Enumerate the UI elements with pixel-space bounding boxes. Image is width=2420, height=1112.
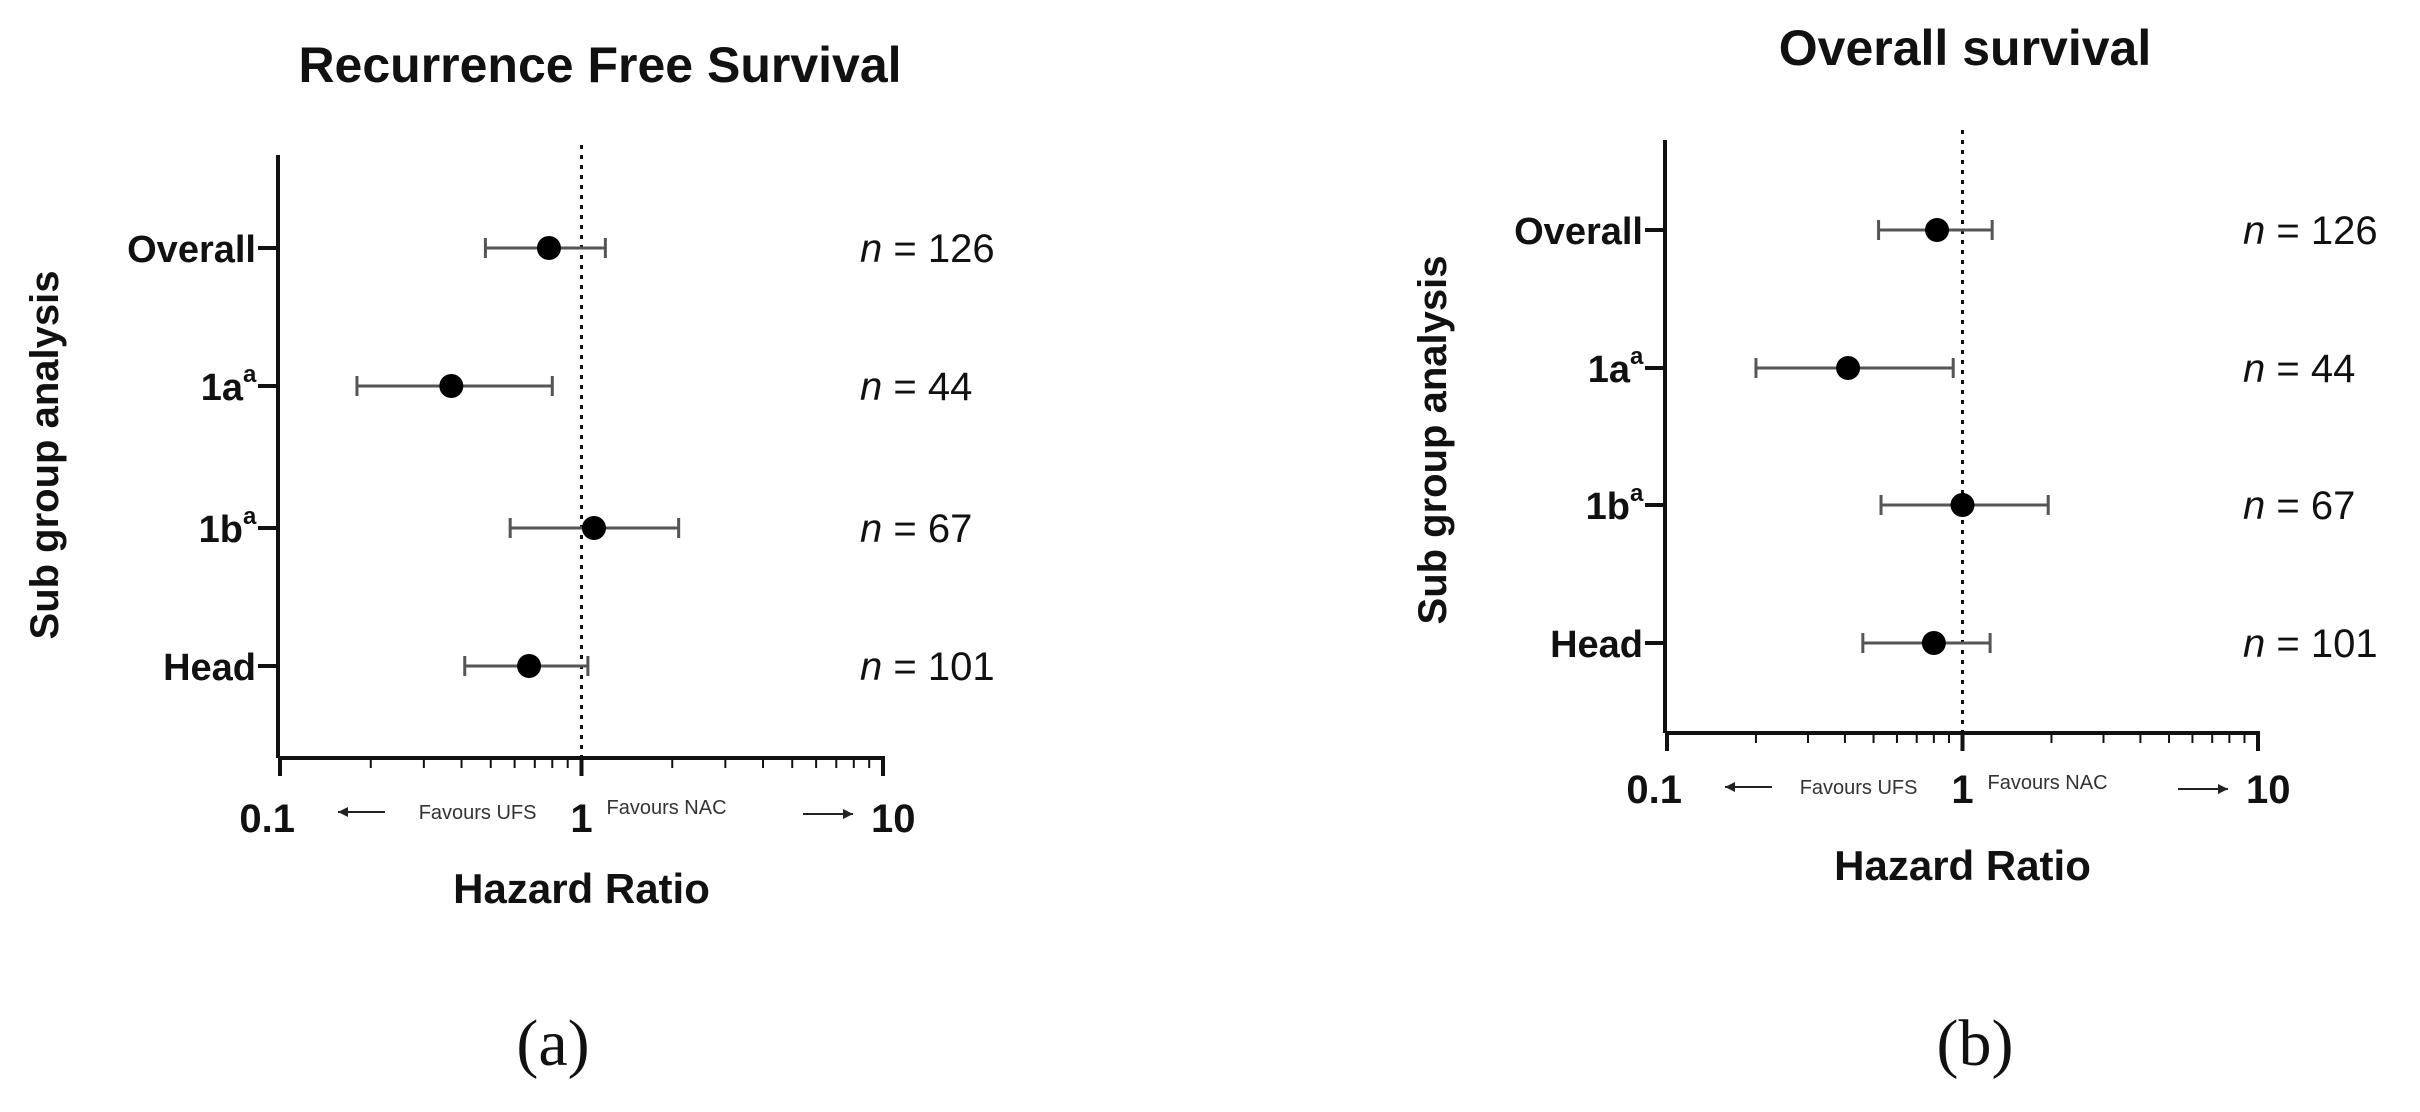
n-symbol: n	[860, 365, 882, 409]
row-n-label: n = 44	[2243, 347, 2355, 391]
hazard-ratio-point	[517, 654, 542, 678]
n-symbol: n	[860, 645, 882, 689]
row-label-superscript: a	[243, 503, 257, 530]
n-equals: =	[882, 365, 928, 409]
row-label: 1b	[199, 509, 243, 551]
panel-label: (a)	[516, 1007, 589, 1080]
os-forest-plot: Overall survival Sub group analysis 0.1 1 10…	[1411, 20, 2378, 1080]
left-arrow-head	[1725, 782, 1735, 792]
forest-row: 1a a n = 44	[1588, 343, 2356, 391]
row-label: Head	[163, 647, 256, 689]
x-tick-label: 10	[871, 797, 916, 841]
right-arrow-head	[843, 809, 853, 819]
row-label: 1a	[1588, 349, 1631, 391]
x-tick-label: 0.1	[1626, 768, 1682, 812]
n-equals: =	[2265, 209, 2311, 253]
row-label-superscript: a	[1630, 480, 1644, 507]
row-label: 1b	[1586, 486, 1630, 528]
rfs-forest-plot: Recurrence Free Survival Sub group analys…	[23, 37, 995, 1080]
row-n-label: n = 126	[2243, 209, 2378, 253]
n-equals: =	[2265, 347, 2311, 391]
chart-title: Recurrence Free Survival	[298, 37, 901, 93]
y-axis-label: Sub group analysis	[23, 271, 67, 640]
n-value: 126	[2311, 209, 2378, 253]
forest-row: 1b a n = 67	[199, 503, 973, 551]
n-value: 126	[928, 227, 995, 271]
x-tick-label: 1	[1951, 768, 1973, 812]
n-equals: =	[882, 227, 928, 271]
n-equals: =	[2265, 484, 2311, 528]
row-label-superscript: a	[243, 361, 257, 388]
row-n-label: n = 101	[860, 645, 995, 689]
forest-row: Head n = 101	[163, 645, 995, 689]
favours-right-label: Favours NAC	[1988, 772, 2108, 794]
x-tick-label: 0.1	[239, 797, 295, 841]
hazard-ratio-point	[581, 516, 606, 540]
n-value: 44	[928, 365, 973, 409]
n-symbol: n	[2243, 622, 2265, 666]
hazard-ratio-point	[439, 374, 464, 398]
forest-row: Overall n = 126	[127, 227, 994, 271]
forest-row: 1a a n = 44	[201, 361, 973, 409]
forest-row: 1b a n = 67	[1586, 480, 2356, 528]
row-label-superscript: a	[1630, 343, 1644, 370]
favours-right-label: Favours NAC	[607, 797, 727, 819]
row-label: Overall	[127, 229, 256, 271]
left-arrow-head	[338, 807, 348, 817]
n-equals: =	[2265, 622, 2311, 666]
forest-row: Head n = 101	[1550, 622, 2378, 666]
row-label: Overall	[1514, 211, 1643, 253]
row-n-label: n = 101	[2243, 622, 2378, 666]
right-arrow-head	[2218, 784, 2228, 794]
hazard-ratio-point	[1925, 218, 1950, 242]
favours-left-label: Favours UFS	[419, 802, 537, 824]
n-value: 44	[2311, 347, 2356, 391]
n-value: 67	[928, 507, 973, 551]
hazard-ratio-point	[536, 236, 561, 260]
row-n-label: n = 67	[860, 507, 972, 551]
hazard-ratio-point	[1836, 356, 1861, 380]
n-symbol: n	[2243, 484, 2265, 528]
hazard-ratio-point	[1921, 631, 1946, 655]
n-symbol: n	[860, 507, 882, 551]
panel-label: (b)	[1937, 1007, 2014, 1080]
n-equals: =	[882, 507, 928, 551]
row-label: Head	[1550, 624, 1643, 666]
n-symbol: n	[860, 227, 882, 271]
n-symbol: n	[2243, 209, 2265, 253]
row-n-label: n = 44	[860, 365, 972, 409]
hazard-ratio-point	[1950, 493, 1975, 517]
n-value: 101	[2311, 622, 2378, 666]
x-axis-label: Hazard Ratio	[453, 865, 710, 912]
row-n-label: n = 126	[860, 227, 995, 271]
y-axis-label: Sub group analysis	[1411, 256, 1455, 625]
n-value: 101	[928, 645, 995, 689]
x-tick-label: 1	[570, 797, 592, 841]
row-label: 1a	[201, 367, 244, 409]
n-symbol: n	[2243, 347, 2265, 391]
row-n-label: n = 67	[2243, 484, 2355, 528]
x-axis-label: Hazard Ratio	[1834, 842, 2091, 889]
favours-left-label: Favours UFS	[1800, 777, 1918, 799]
forest-row: Overall n = 126	[1514, 209, 2377, 253]
n-value: 67	[2311, 484, 2356, 528]
n-equals: =	[882, 645, 928, 689]
chart-title: Overall survival	[1779, 20, 2151, 76]
x-tick-label: 10	[2246, 768, 2291, 812]
